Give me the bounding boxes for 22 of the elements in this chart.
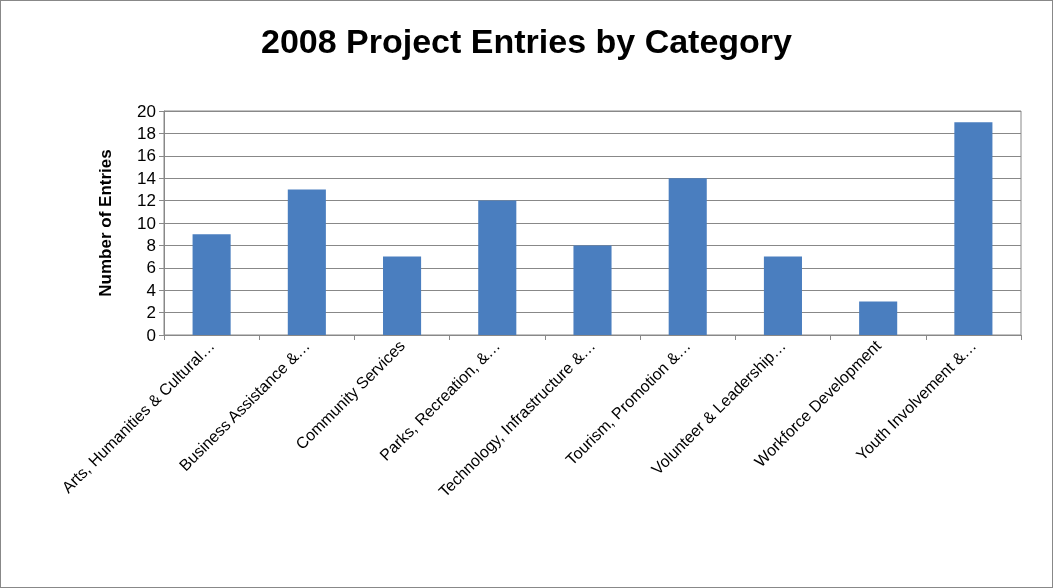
- bar: [668, 178, 707, 335]
- y-tick-label: 6: [146, 258, 156, 278]
- y-tick-label: 4: [146, 280, 156, 300]
- bar: [383, 256, 422, 335]
- bar: [573, 245, 612, 335]
- y-tick-label: 8: [146, 235, 156, 255]
- chart-title: 2008 Project Entries by Category: [260, 22, 793, 60]
- bar: [763, 256, 802, 335]
- y-tick-label: 0: [146, 325, 156, 345]
- y-tick-label: 14: [137, 168, 156, 188]
- y-tick-label: 16: [137, 146, 156, 166]
- y-axis-title: Number of Entries: [96, 149, 115, 297]
- y-tick-label: 18: [137, 123, 156, 143]
- y-tick-label: 2: [146, 303, 156, 323]
- y-tick-label: 10: [137, 213, 156, 233]
- bar: [287, 189, 326, 335]
- bar: [478, 200, 517, 335]
- y-tick-label: 20: [137, 101, 156, 121]
- bar: [859, 301, 898, 335]
- bar: [192, 234, 231, 335]
- y-tick-label: 12: [137, 191, 156, 211]
- bar: [954, 122, 993, 335]
